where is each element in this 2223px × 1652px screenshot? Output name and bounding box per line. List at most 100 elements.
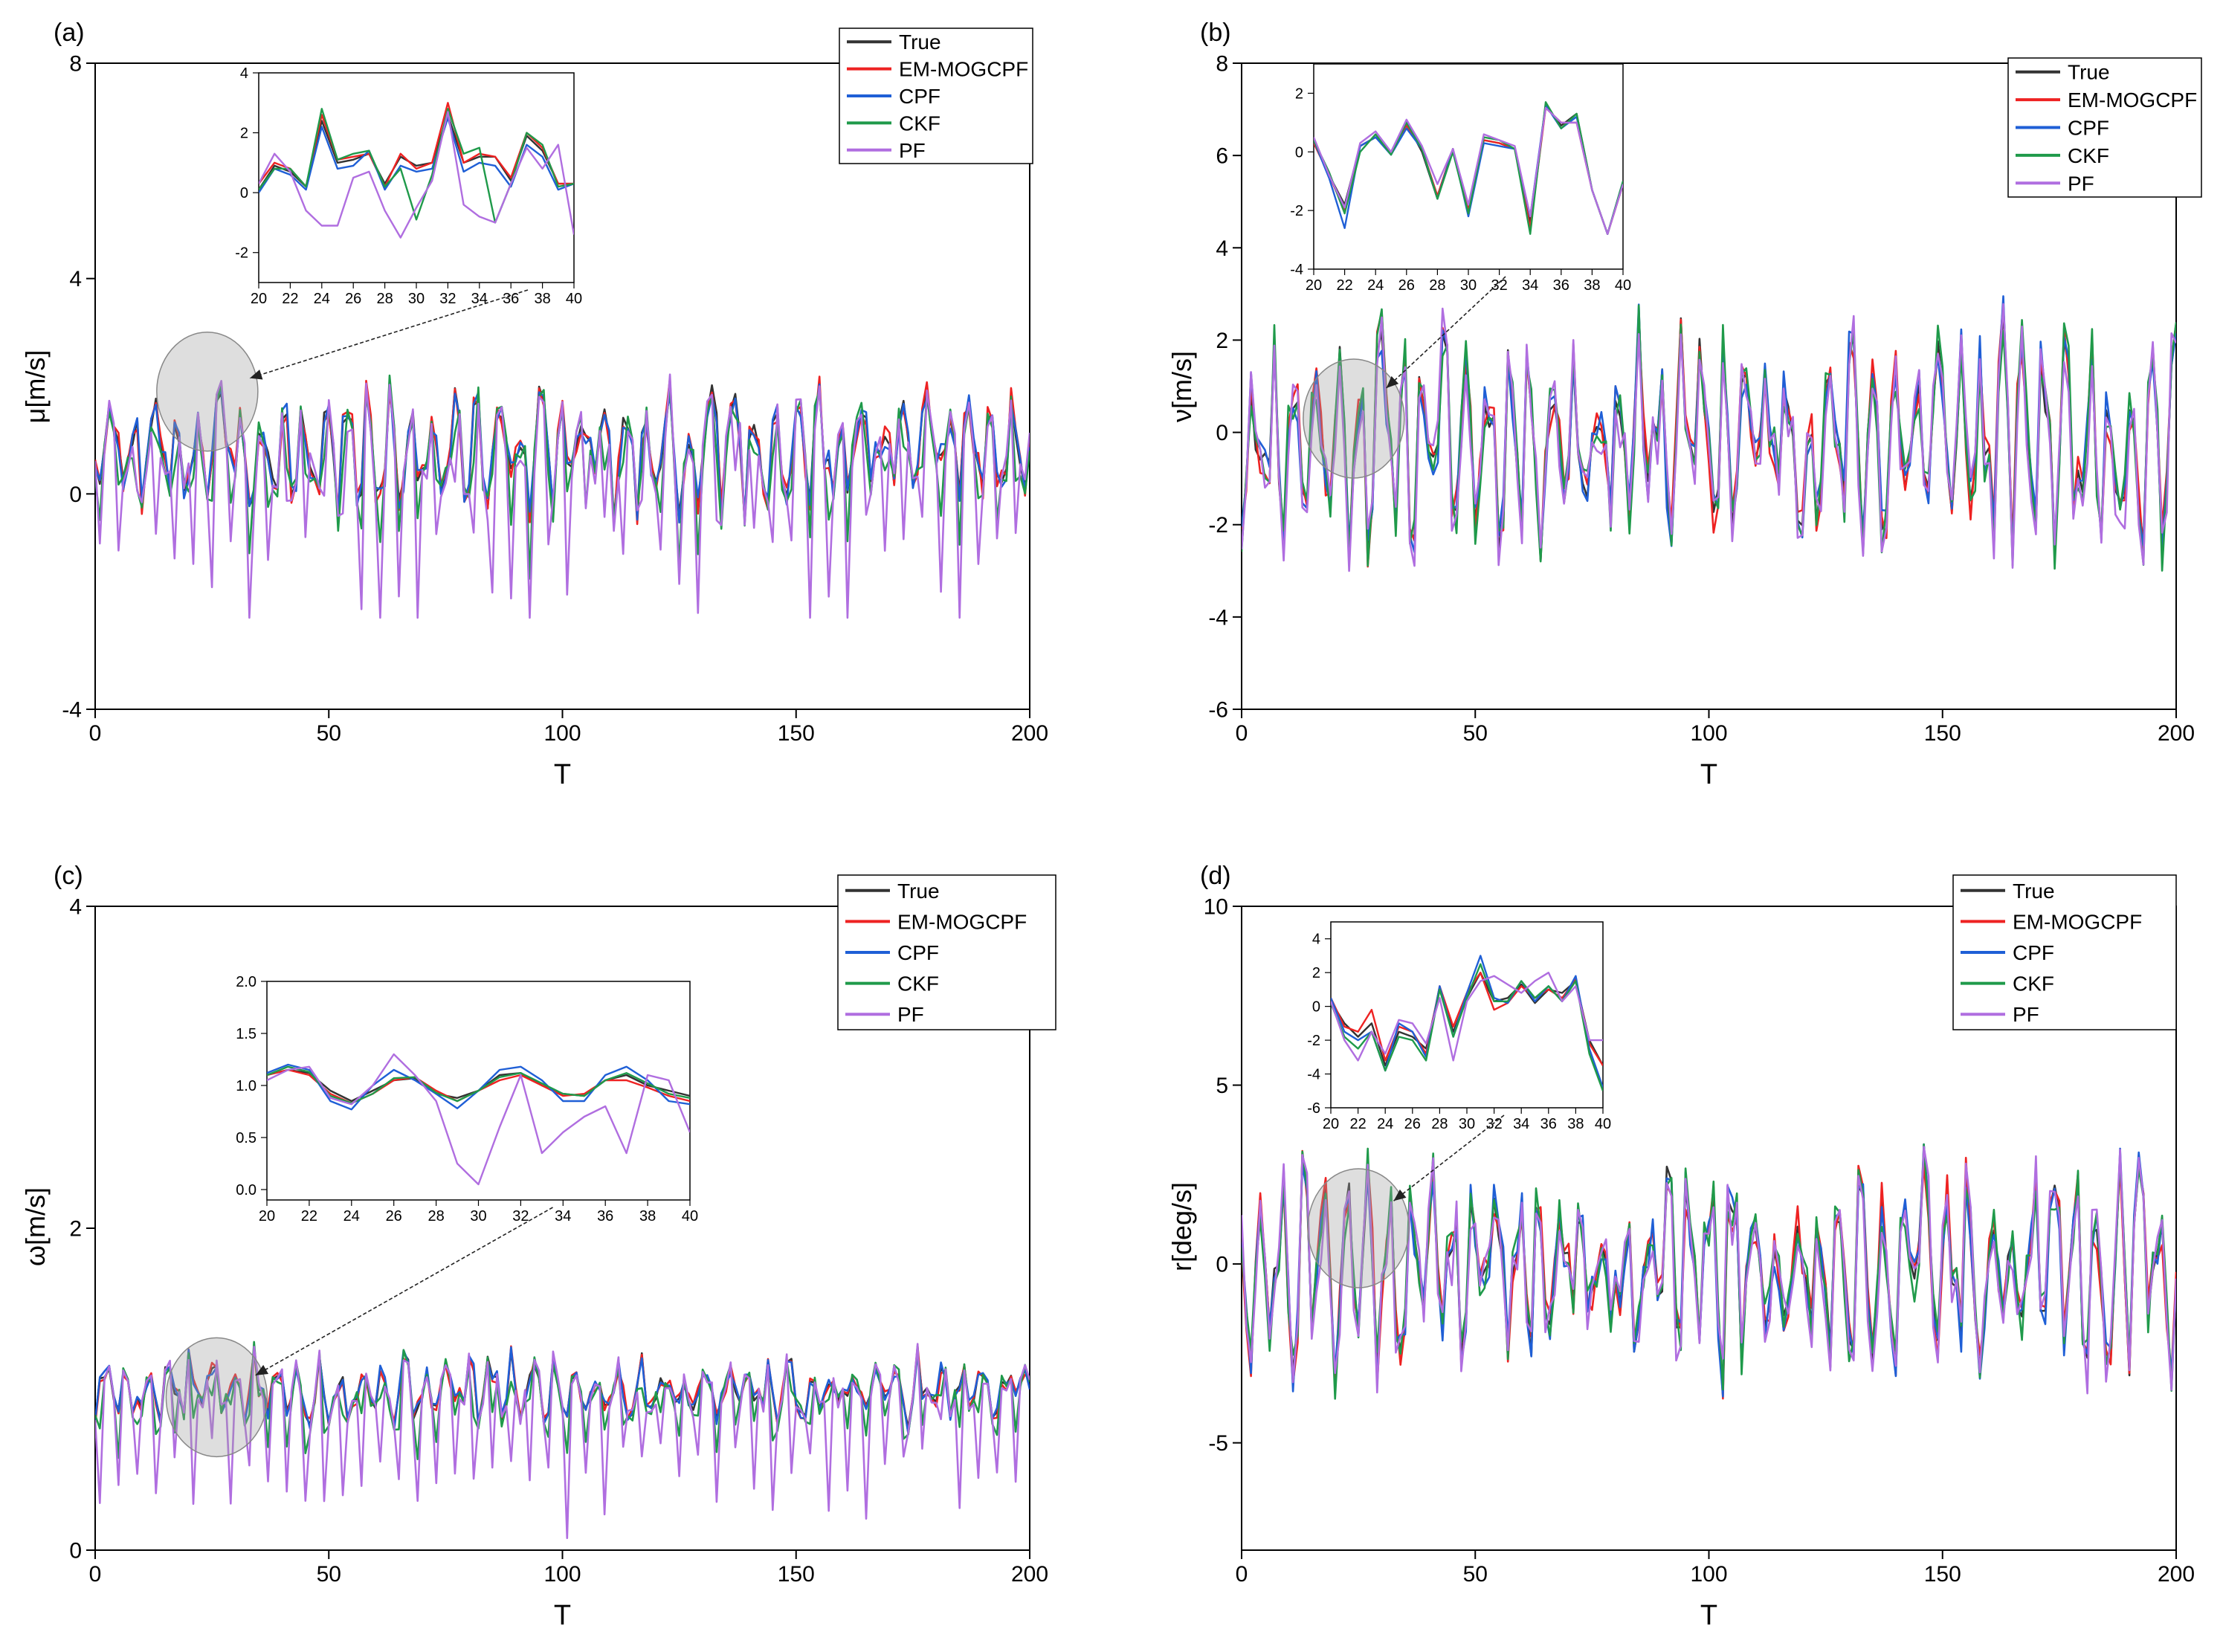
y-tick-label: 0: [1216, 1253, 1228, 1277]
legend-label-em-mogcpf: EM-MOGCPF: [2013, 910, 2142, 933]
y-tick-label: 0: [69, 1539, 82, 1564]
inset-y-tick-label: 0: [240, 185, 248, 201]
zoom-highlight: [156, 331, 259, 452]
x-tick-label: 50: [317, 721, 341, 746]
zoom-highlight: [1303, 358, 1405, 479]
inset-x-tick-label: 24: [1377, 1116, 1393, 1132]
legend-label-true: True: [899, 30, 941, 54]
inset-x-tick-label: 20: [1306, 277, 1322, 294]
panel-label: (b): [1200, 19, 1231, 47]
y-tick-label: -5: [1208, 1431, 1228, 1456]
inset-series-group: [267, 1053, 690, 1186]
inset-x-tick-label: 26: [345, 291, 361, 307]
x-axis-label: T: [554, 1600, 571, 1631]
inset-x-tick-label: 22: [1349, 1116, 1366, 1132]
zoom-arrow: [1386, 276, 1506, 389]
zoom-arrow: [1393, 1114, 1505, 1201]
inset-x-tick-label: 40: [1615, 277, 1631, 294]
inset-x-tick-label: 24: [1367, 277, 1384, 294]
y-tick-label: 5: [1216, 1074, 1228, 1098]
inset-plot-frame: [258, 72, 575, 283]
inset-x-tick-label: 36: [503, 291, 519, 307]
inset-x-tick-label: 34: [555, 1208, 571, 1225]
x-tick-label: 100: [1690, 721, 1727, 746]
inset-x-tick-label: 34: [1522, 277, 1538, 294]
y-tick-label: -2: [1208, 513, 1228, 538]
inset-y-tick-label: -2: [235, 245, 248, 262]
inset-x-tick-label: 20: [1323, 1116, 1339, 1132]
inset-x-tick-label: 40: [682, 1208, 698, 1225]
series-line-pf: [1242, 303, 2176, 572]
x-tick-label: 100: [543, 1562, 581, 1587]
legend-label-em-mogcpf: EM-MOGCPF: [2068, 88, 2197, 112]
main-series-group: [1242, 1143, 2176, 1400]
x-tick-label: 150: [1924, 721, 1961, 746]
inset-y-tick-label: 0: [1312, 999, 1320, 1016]
y-tick-label: 0: [1216, 421, 1228, 445]
chart-panel-b: 0 50 100 150 200-6-4-202468(b)Tν[m/s]TrueEM-…: [1167, 19, 2202, 790]
inset-series-group: [259, 102, 574, 239]
y-tick-label: 4: [1216, 236, 1228, 261]
inset-x-tick-label: 40: [566, 291, 582, 307]
chart-panel-d: 0 50 100 150 200-50510(d)Tr[deg/s]TrueEM-MOG…: [1167, 862, 2195, 1631]
chart-panel-c: 0 50 100 150 200024(c)Tω[m/s]TrueEM-MOGCPFCP…: [20, 862, 1056, 1631]
y-axis-label: r[deg/s]: [1167, 1182, 1197, 1271]
inset-x-tick-label: 20: [259, 1208, 275, 1225]
inset-plot-frame: [1313, 63, 1624, 270]
inset-series-line-cpf: [1314, 103, 1623, 235]
x-tick-label: 150: [778, 1562, 815, 1587]
legend-label-pf: PF: [2068, 172, 2094, 195]
y-tick-label: -6: [1208, 698, 1228, 723]
inset-x-tick-label: 32: [1485, 1116, 1502, 1132]
inset-y-tick-label: -2: [1290, 203, 1303, 219]
inset-y-tick-label: -6: [1307, 1100, 1320, 1117]
inset-y-tick-label: 0: [1295, 144, 1303, 161]
x-tick-label: 200: [2158, 721, 2195, 746]
inset-series-line-pf: [1314, 106, 1623, 235]
inset-x-tick-label: 26: [386, 1208, 402, 1225]
x-tick-label: 50: [317, 1562, 341, 1587]
inset-x-tick-label: 30: [1460, 277, 1477, 294]
main-series-group: [95, 373, 1030, 619]
inset-y-tick-label: -4: [1307, 1067, 1320, 1083]
zoom-highlight: [165, 1337, 268, 1458]
y-tick-label: 2: [69, 1217, 82, 1242]
legend-label-cpf: CPF: [2013, 941, 2054, 964]
inset-series-line-ckf: [1331, 963, 1603, 1091]
zoom-arrow-head: [1386, 375, 1399, 388]
inset-y-tick-label: 4: [240, 65, 248, 82]
series-line-pf: [95, 373, 1030, 619]
inset-series-line-ckf: [267, 1065, 690, 1105]
inset-x-tick-label: 24: [343, 1208, 360, 1225]
x-tick-label: 0: [1236, 1562, 1248, 1587]
legend-label-true: True: [897, 880, 940, 903]
zoom-inset: 20 22 24 26 28 30 32 34 36 38 40 0.0 0.5 1.0 1.5 2.0: [236, 974, 698, 1225]
main-series-group: [1242, 295, 2176, 572]
inset-y-tick-label: 4: [1312, 932, 1320, 948]
x-tick-label: 0: [1236, 721, 1248, 746]
inset-y-tick-label: 1.5: [236, 1026, 256, 1042]
y-tick-label: 8: [1216, 52, 1228, 77]
inset-x-tick-label: 38: [639, 1208, 656, 1225]
legend-label-true: True: [2068, 61, 2110, 84]
x-tick-label: 50: [1463, 721, 1488, 746]
inset-x-tick-label: 36: [1540, 1116, 1557, 1132]
legend-label-ckf: CKF: [897, 972, 939, 996]
inset-y-tick-label: -2: [1307, 1033, 1320, 1049]
inset-plot-frame: [1330, 921, 1604, 1109]
inset-x-tick-label: 32: [439, 291, 456, 307]
inset-y-tick-label: 2: [1295, 85, 1303, 102]
inset-y-tick-label: -4: [1290, 262, 1303, 278]
inset-x-tick-label: 28: [376, 291, 393, 307]
panel-label: (d): [1200, 862, 1231, 890]
y-tick-label: 6: [1216, 144, 1228, 169]
panel-label: (c): [54, 862, 83, 890]
zoom-inset: 20 22 24 26 28 30 32 34 36 38 40 -4 -2 0 2: [1290, 63, 1631, 294]
y-tick-label: -4: [1208, 605, 1228, 630]
inset-series-group: [1314, 101, 1623, 235]
inset-x-tick-label: 36: [597, 1208, 613, 1225]
y-tick-label: -4: [62, 698, 82, 723]
series-line-ckf: [1242, 1143, 2176, 1400]
